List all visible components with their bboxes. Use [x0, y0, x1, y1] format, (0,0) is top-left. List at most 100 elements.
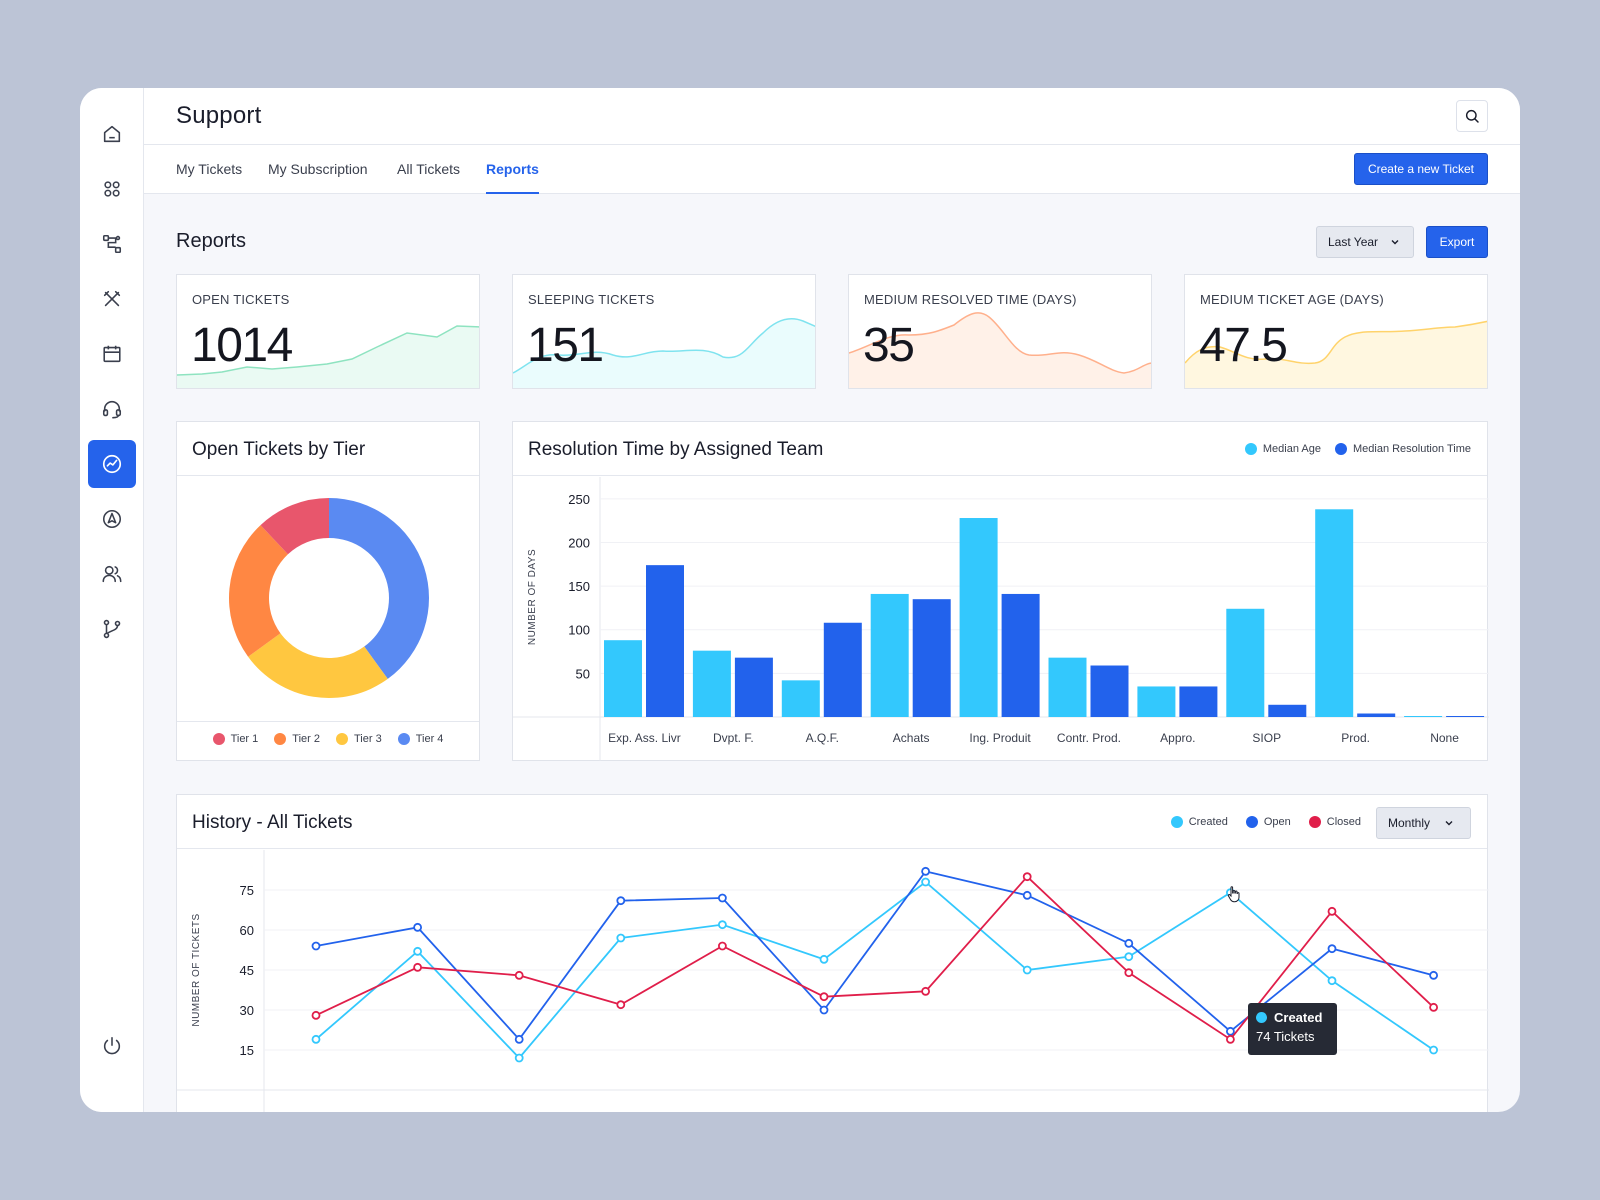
- data-point-created: [921, 877, 930, 887]
- export-button[interactable]: Export: [1426, 226, 1488, 258]
- kpi-label: MEDIUM RESOLVED TIME (DAYS): [864, 292, 1077, 307]
- data-point-created: [311, 1034, 321, 1044]
- data-point-open: [413, 922, 423, 932]
- app-window: Support My Tickets My Subscription All T…: [80, 88, 1520, 1112]
- legend-item: Median Age: [1244, 443, 1321, 455]
- data-point-created: [413, 946, 423, 956]
- data-point-open: [921, 866, 930, 876]
- users-icon[interactable]: [88, 550, 136, 598]
- legend-item: Closed: [1308, 816, 1361, 828]
- donut-slice-tier-4: [329, 498, 429, 679]
- donut-slice-tier-1: [260, 498, 329, 555]
- y-tick-label: 200: [568, 535, 590, 550]
- legend-label: Median Resolution Time: [1352, 443, 1471, 455]
- data-point-created: [819, 954, 829, 964]
- compass-icon[interactable]: [88, 495, 136, 543]
- legend-dot: [1244, 443, 1257, 455]
- y-axis-title: NUMBER OF DAYS: [527, 549, 538, 645]
- legend-item: Open: [1245, 816, 1291, 828]
- workflow-icon[interactable]: [88, 220, 136, 268]
- kpi-card-sleeping-tickets: SLEEPING TICKETS 151: [512, 274, 816, 389]
- bar-median-resolution: [1090, 665, 1129, 717]
- card-title: Open Tickets by Tier: [192, 439, 366, 460]
- legend-item: Tier 4: [397, 733, 443, 745]
- legend-item: Tier 2: [274, 733, 320, 745]
- power-icon[interactable]: [88, 1022, 136, 1070]
- x-tick-label: Contr. Prod.: [1057, 731, 1121, 745]
- donut-slice-tier-3: [248, 633, 388, 698]
- bar-median-resolution: [823, 622, 862, 717]
- headset-icon[interactable]: [88, 385, 136, 433]
- data-point-closed: [311, 1010, 321, 1020]
- analytics-icon[interactable]: [88, 440, 136, 488]
- tools-icon[interactable]: [88, 275, 136, 323]
- data-point-closed: [413, 962, 423, 972]
- calendar-icon[interactable]: [88, 330, 136, 378]
- bar-median-resolution: [646, 565, 684, 717]
- bar-median-resolution: [1001, 593, 1040, 717]
- y-tick-label: 60: [240, 923, 254, 938]
- legend-label: Closed: [1326, 816, 1361, 828]
- y-axis-title: NUMBER OF TICKETS: [191, 913, 202, 1026]
- x-tick-label: SIOP: [1252, 731, 1281, 745]
- x-tick-label: Ing. Produit: [969, 731, 1031, 745]
- sidebar: [80, 88, 144, 1112]
- bar-median-resolution: [1357, 713, 1396, 717]
- resolution-chart-card: Resolution Time by Assigned Team Median …: [512, 421, 1489, 761]
- data-point-closed: [1327, 906, 1337, 916]
- tab-all-tickets[interactable]: All Tickets: [397, 161, 461, 177]
- card-header: History - All Tickets Created Open Close…: [177, 795, 1487, 849]
- legend-label: Tier 1: [230, 733, 259, 745]
- create-ticket-button[interactable]: Create a new Ticket: [1354, 153, 1488, 185]
- bar-median-age: [1404, 716, 1443, 717]
- data-point-open: [1226, 1026, 1235, 1036]
- search-button[interactable]: [1456, 100, 1488, 132]
- legend-label: Median Age: [1262, 443, 1321, 455]
- resolved-time-sparkline: [849, 312, 1151, 388]
- data-point-open: [616, 896, 626, 906]
- data-point-open: [1429, 970, 1438, 980]
- git-branch-icon[interactable]: [88, 605, 136, 653]
- tier-legend: Tier 1 Tier 2 Tier 3 Tier 4: [177, 733, 479, 745]
- legend-dot: [212, 733, 225, 745]
- data-point-closed: [1124, 968, 1134, 978]
- data-point-open: [1327, 944, 1337, 954]
- tab-my-tickets[interactable]: My Tickets: [176, 161, 243, 177]
- ticket-age-sparkline: [1185, 320, 1487, 388]
- hand-cursor-icon: [1227, 886, 1240, 903]
- kpi-label: MEDIUM TICKET AGE (DAYS): [1200, 292, 1384, 307]
- apps-icon[interactable]: [88, 165, 136, 213]
- x-tick-label: Dvpt. F.: [713, 731, 754, 745]
- bar-median-resolution: [1179, 686, 1218, 717]
- bar-median-age: [870, 593, 909, 717]
- bar-median-age: [1137, 686, 1176, 717]
- history-legend: Created Open Closed: [1170, 816, 1361, 828]
- y-tick-label: 15: [240, 1043, 254, 1058]
- divider: [177, 721, 479, 722]
- legend-dot: [397, 733, 410, 745]
- data-point-created: [1327, 976, 1337, 986]
- tab-my-subscription[interactable]: My Subscription: [268, 161, 368, 177]
- tier-donut-chart: [229, 498, 429, 698]
- kpi-label: OPEN TICKETS: [192, 292, 290, 307]
- bar-median-resolution: [1268, 704, 1307, 717]
- x-tick-label: None: [1430, 731, 1459, 745]
- period-select[interactable]: Last Year: [1316, 226, 1414, 258]
- tooltip-title: Created: [1274, 1010, 1323, 1025]
- kpi-label: SLEEPING TICKETS: [528, 292, 655, 307]
- x-tick-label: Achats: [893, 731, 930, 745]
- data-point-open: [718, 893, 727, 903]
- x-tick-label: Appro.: [1160, 731, 1195, 745]
- data-point-closed: [616, 1000, 626, 1010]
- data-point-open: [514, 1034, 524, 1044]
- tooltip-dot: [1256, 1012, 1267, 1023]
- chart-tooltip: Created 74 Tickets: [1248, 1003, 1337, 1055]
- frequency-select[interactable]: Monthly: [1376, 807, 1471, 839]
- home-icon[interactable]: [88, 110, 136, 158]
- legend-label: Tier 3: [354, 733, 382, 745]
- bar-median-age: [692, 650, 731, 717]
- period-select-value: Last Year: [1328, 235, 1379, 249]
- kpi-card-open-tickets: OPEN TICKETS 1014: [176, 274, 480, 389]
- tab-reports[interactable]: Reports: [486, 161, 539, 194]
- bar-median-age: [1226, 608, 1265, 717]
